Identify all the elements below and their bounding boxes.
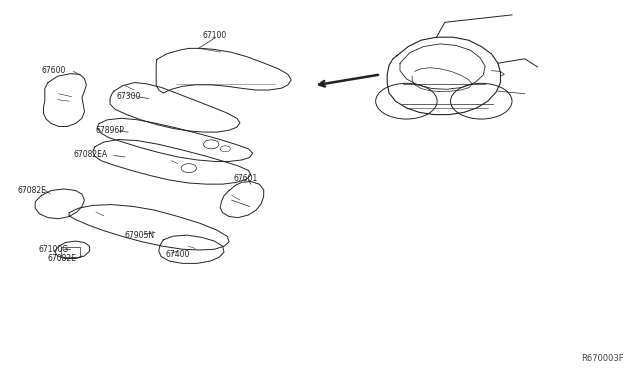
Text: 67600: 67600 [42,66,66,75]
Text: 67100G: 67100G [38,245,68,254]
Bar [61,247,80,257]
Text: 67082EA: 67082EA [74,150,108,159]
Text: 67905N: 67905N [125,231,155,240]
Text: 67100: 67100 [203,31,227,40]
Text: 67082E: 67082E [48,254,77,263]
Text: 67400: 67400 [165,250,189,259]
Text: 67300: 67300 [116,92,141,101]
Text: 67601: 67601 [234,174,258,183]
Text: R670003F: R670003F [581,354,624,363]
Text: 67896P: 67896P [96,126,125,135]
Text: 67082E: 67082E [18,186,47,195]
